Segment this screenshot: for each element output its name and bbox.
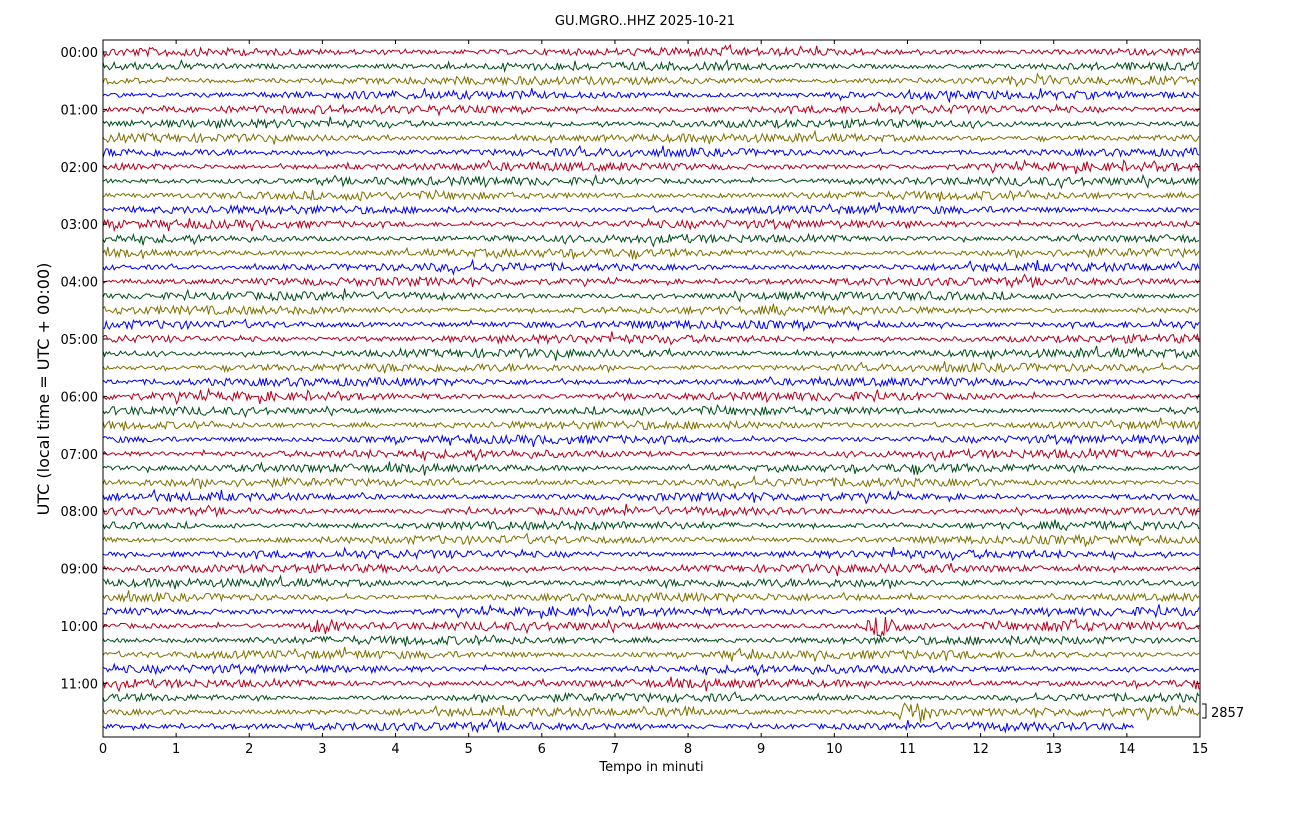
- trace-line: [102, 258, 1200, 276]
- trace-line: [102, 616, 1200, 639]
- trace-line: [102, 273, 1200, 289]
- trace-line: [102, 232, 1200, 248]
- scale-label: 2857: [1211, 706, 1244, 721]
- trace-line: [102, 43, 1200, 58]
- trace-line: [102, 173, 1200, 190]
- trace-line: [102, 158, 1200, 175]
- trace-line: [102, 88, 1200, 104]
- trace-line: [103, 318, 1200, 333]
- y-tick-label: 02:00: [61, 161, 98, 176]
- trace-line: [102, 488, 1199, 505]
- trace-line: [102, 519, 1200, 532]
- x-tick-label: 10: [826, 742, 843, 757]
- trace-line: [102, 646, 1200, 662]
- y-tick-label: 06:00: [61, 390, 98, 405]
- trace-line: [102, 433, 1200, 448]
- y-tick-label: 08:00: [61, 505, 98, 520]
- trace-line: [102, 189, 1200, 202]
- trace-line: [102, 447, 1200, 462]
- x-axis-label: Tempo in minuti: [598, 760, 703, 775]
- trace-group: [102, 43, 1200, 734]
- x-tick-label: 7: [611, 742, 619, 757]
- x-tick-label: 0: [99, 742, 107, 757]
- y-axis-label: UTC (local time = UTC + 00:00): [34, 263, 53, 516]
- x-tick-label: 5: [465, 742, 473, 757]
- x-tick-label: 13: [1045, 742, 1062, 757]
- trace-line: [102, 718, 1134, 734]
- scale-bracket: [1202, 703, 1207, 719]
- trace-line: [102, 331, 1200, 346]
- x-tick-label: 15: [1192, 742, 1209, 757]
- trace-line: [102, 345, 1200, 361]
- x-tick-label: 8: [684, 742, 692, 757]
- y-tick-label: 10:00: [61, 620, 98, 635]
- x-tick-label: 2: [245, 742, 253, 757]
- y-tick-label: 07:00: [61, 448, 98, 463]
- trace-line: [102, 202, 1200, 216]
- trace-line: [102, 246, 1200, 260]
- y-tick-label: 00:00: [61, 46, 98, 61]
- y-tick-label: 09:00: [61, 563, 98, 578]
- x-tick-label: 11: [899, 742, 916, 757]
- x-tick-label: 12: [972, 742, 989, 757]
- chart-title: GU.MGRO..HHZ 2025-10-21: [555, 14, 735, 29]
- x-tick-label: 6: [538, 742, 546, 757]
- trace-line: [102, 404, 1200, 419]
- y-tick-label: 01:00: [61, 103, 98, 118]
- x-tick-label: 9: [757, 742, 765, 757]
- trace-line: [102, 532, 1200, 547]
- trace-line: [102, 691, 1200, 704]
- trace-line: [102, 590, 1200, 603]
- trace-line: [102, 702, 1200, 723]
- x-tick-label: 4: [391, 742, 399, 757]
- trace-line: [102, 562, 1200, 577]
- trace-line: [102, 129, 1200, 145]
- trace-line: [102, 574, 1200, 590]
- x-tick-label: 3: [318, 742, 326, 757]
- trace-line: [102, 58, 1200, 74]
- trace-line: [102, 546, 1200, 562]
- trace-line: [102, 503, 1200, 518]
- trace-line: [102, 217, 1200, 233]
- amplitude-scale-bar: 2857: [1202, 703, 1244, 721]
- x-tick-label: 14: [1119, 742, 1136, 757]
- y-tick-label: 03:00: [61, 218, 98, 233]
- trace-line: [102, 101, 1200, 117]
- plot-frame: [102, 39, 1201, 738]
- y-tick-group: 00:00 01:00 02:00 03:00 04:00 05:00 06:00 07:00…: [61, 46, 1200, 692]
- trace-line: [102, 603, 1200, 619]
- trace-line: [102, 288, 1200, 303]
- y-tick-label: 04:00: [61, 276, 98, 291]
- trace-line: [102, 662, 1200, 677]
- trace-line: [102, 474, 1200, 490]
- trace-line: [102, 375, 1200, 388]
- trace-line: [102, 361, 1200, 375]
- trace-line: [102, 303, 1200, 317]
- trace-line: [102, 461, 1200, 476]
- y-tick-label: 05:00: [61, 333, 98, 348]
- trace-line: [102, 676, 1200, 693]
- x-tick-group: 0 1 2 3 4 5 6 7 8 9 10 11 12 13 14 15: [99, 40, 1208, 757]
- trace-line: [102, 72, 1200, 88]
- trace-line: [102, 417, 1200, 431]
- trace-line: [102, 634, 1200, 647]
- y-tick-label: 11:00: [61, 677, 98, 692]
- x-tick-label: 1: [172, 742, 180, 757]
- trace-line: [102, 116, 1200, 130]
- trace-line: [102, 387, 1200, 406]
- trace-line: [102, 144, 1200, 159]
